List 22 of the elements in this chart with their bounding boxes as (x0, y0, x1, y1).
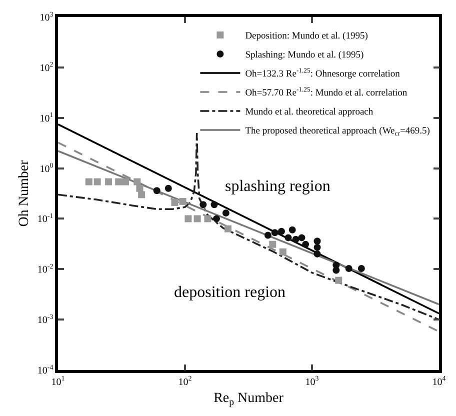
y-tick-label: 10$^{0}$ (40, 162, 54, 175)
legend-label: Mundo et al. theoretical approach (245, 108, 374, 118)
y-tick-label: 10$^{-4}$ (37, 363, 54, 376)
legend-label: Oh=132.3 Re$^{-1.25}$: Ohnesorge correlation (245, 68, 400, 80)
y-tick-label: 10$^{1}$ (40, 111, 54, 124)
annotation: splashing region (225, 178, 330, 195)
x-tick-label: 10$^{3}$ (305, 374, 320, 388)
legend-label: Splashing: Mundo et al. (1995) (245, 50, 364, 61)
y-tick-label: 10$^{-1}$ (37, 212, 54, 226)
x-tick-label: 10$^{4}$ (432, 374, 446, 388)
annotation: deposition region (174, 284, 286, 301)
y-tick-label: 10$^{-2}$ (37, 262, 54, 276)
legend-label: Deposition: Mundo et al. (1995) (245, 32, 368, 42)
y-axis-title: Oh Number (17, 160, 32, 227)
y-tick-label: 10$^{3}$ (40, 10, 54, 24)
legend-label: The proposed theoretical approach (We$_{cr}$=469.5) (245, 126, 430, 138)
y-tick-label: 10$^{2}$ (40, 60, 54, 74)
y-tick-label: 10$^{-3}$ (37, 312, 54, 326)
x-tick-label: 10$^{1}$ (51, 374, 66, 388)
x-axis-title: Re$_{p}$ Number (214, 391, 284, 408)
x-tick-label: 10$^{2}$ (178, 374, 192, 388)
legend-label: Oh=57.70 Re$^{-1.25}$: Mundo et al. correlation (245, 86, 408, 99)
